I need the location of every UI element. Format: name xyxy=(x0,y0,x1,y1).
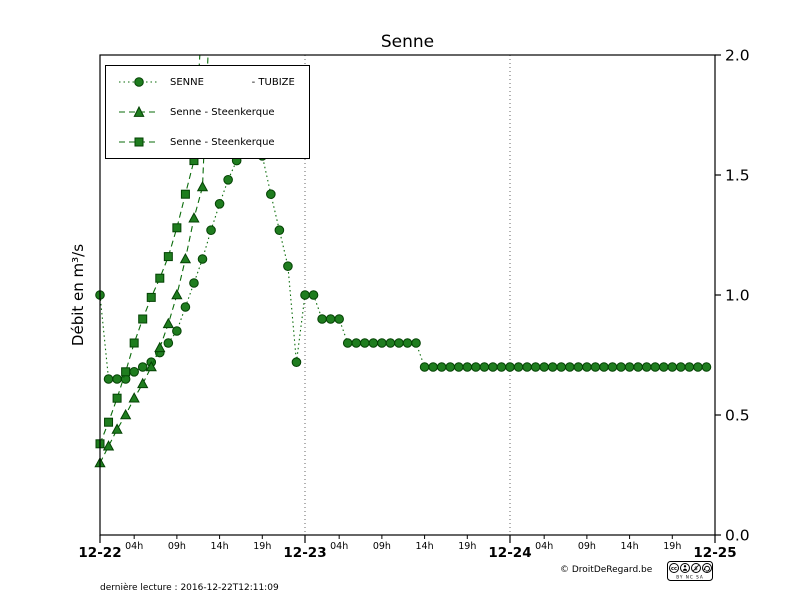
legend: SENNE - TUBIZE Senne - Steenkerque Senne… xyxy=(105,65,310,159)
series-3-square xyxy=(95,55,201,449)
chart-title: Senne xyxy=(380,32,435,52)
sa-icon xyxy=(702,563,712,573)
legend-item-tubize: SENNE - TUBIZE xyxy=(118,75,297,89)
svg-text:1.0: 1.0 xyxy=(725,287,750,305)
svg-text:04h: 04h xyxy=(535,541,553,552)
svg-text:0.5: 0.5 xyxy=(725,407,750,425)
footer-info: dernière lecture : 2016-12-22T12:11:09 d… xyxy=(100,560,279,600)
legend-label-tubize: SENNE - TUBIZE xyxy=(170,76,295,88)
sa-arrow-icon xyxy=(704,565,710,572)
nc-dollar: $ xyxy=(694,566,698,572)
legend-item-steenkerque-2: Senne - Steenkerque xyxy=(118,135,297,149)
legend-circle-marker-icon xyxy=(134,77,144,87)
svg-text:04h: 04h xyxy=(330,541,348,552)
svg-text:09h: 09h xyxy=(373,541,391,552)
legend-label-steenkerque-1: Senne - Steenkerque xyxy=(170,106,275,118)
svg-text:04h: 04h xyxy=(125,541,143,552)
svg-text:2.0: 2.0 xyxy=(725,47,750,65)
cc-license-badge[interactable]: cc $ BY NC SA xyxy=(667,561,713,581)
svg-text:09h: 09h xyxy=(168,541,186,552)
by-person-icon xyxy=(680,563,690,573)
svg-text:14h: 14h xyxy=(416,541,434,552)
svg-text:19h: 19h xyxy=(663,541,681,552)
svg-text:09h: 09h xyxy=(578,541,596,552)
svg-text:14h: 14h xyxy=(211,541,229,552)
gridlines xyxy=(304,55,511,535)
sa-arrowhead-icon xyxy=(703,568,706,571)
svg-text:12-24: 12-24 xyxy=(488,545,531,561)
nc-strike-icon xyxy=(693,564,699,572)
cc-icon xyxy=(669,563,679,573)
svg-text:12-25: 12-25 xyxy=(693,545,736,561)
legend-label-steenkerque-2: Senne - Steenkerque xyxy=(170,136,275,148)
cc-letters: cc xyxy=(671,566,677,572)
svg-text:12-22: 12-22 xyxy=(78,545,121,561)
svg-text:0.0: 0.0 xyxy=(725,527,750,545)
legend-sample-dashed-square-icon xyxy=(119,137,159,147)
by-person-head-icon xyxy=(683,565,687,568)
copyright-text: © DroitDeRegard.be xyxy=(560,565,653,575)
legend-item-steenkerque-1: Senne - Steenkerque xyxy=(118,105,297,119)
y-axis: 0.0 0.5 1.0 1.5 2.0 xyxy=(715,47,750,545)
svg-text:1.5: 1.5 xyxy=(725,167,750,185)
legend-sample-dashed-triangle-icon xyxy=(119,105,159,117)
svg-text:14h: 14h xyxy=(621,541,639,552)
cc-badge-border xyxy=(667,561,713,581)
svg-text:12-23: 12-23 xyxy=(283,545,326,561)
x-axis: 12-22 12-23 12-24 12-25 04h 09h 14h 19h 04h 09h 14… xyxy=(78,535,737,561)
legend-square-marker-icon xyxy=(134,137,144,147)
last-reading-text: dernière lecture : 2016-12-22T12:11:09 xyxy=(100,583,279,594)
cc-license-labels: BY NC SA xyxy=(676,575,704,580)
nc-icon xyxy=(691,563,701,573)
legend-triangle-marker-icon xyxy=(133,105,145,117)
svg-text:19h: 19h xyxy=(458,541,476,552)
by-person-body-icon xyxy=(682,568,688,571)
series-1-circle xyxy=(95,139,712,384)
legend-sample-dotted-circle-icon xyxy=(119,77,159,87)
svg-text:19h: 19h xyxy=(253,541,271,552)
